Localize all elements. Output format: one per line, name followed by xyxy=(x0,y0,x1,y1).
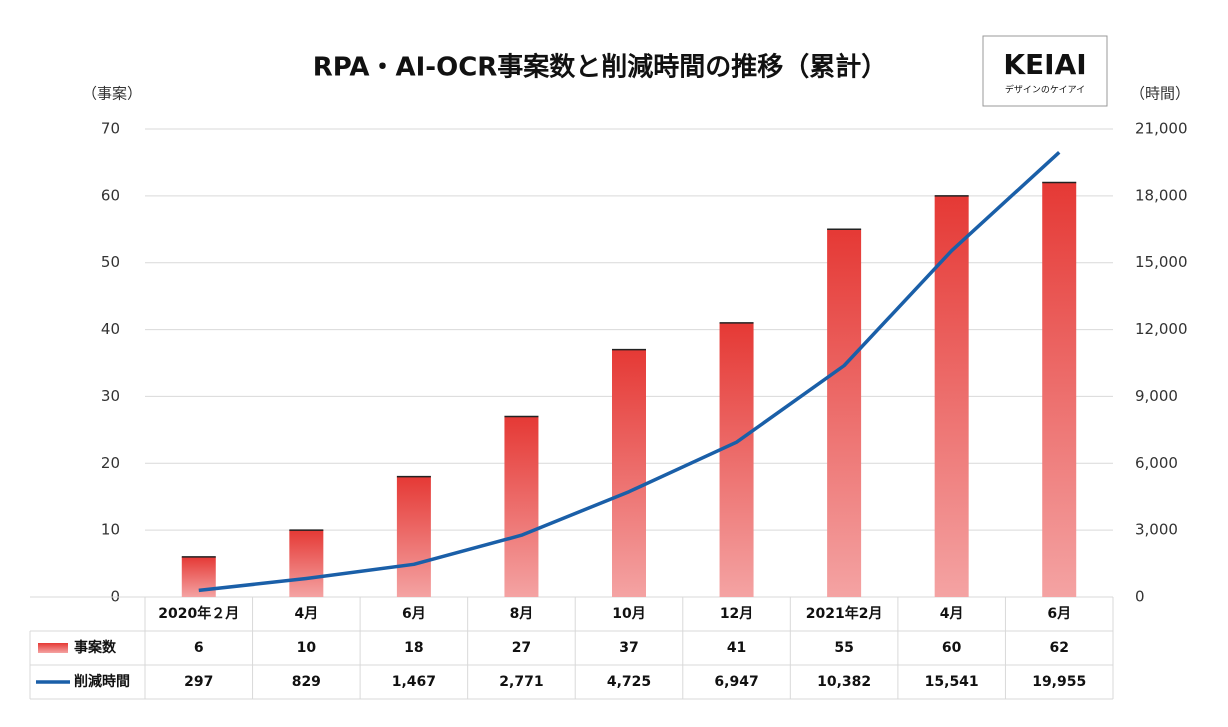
legend-label: 事案数 xyxy=(74,639,117,656)
table-value: 829 xyxy=(292,674,321,690)
table-value: 1,467 xyxy=(392,674,436,690)
y2-axis-label: （時間） xyxy=(1130,85,1190,103)
table-value: 297 xyxy=(184,674,213,690)
table-value: 41 xyxy=(727,640,746,656)
y-tick-label: 10 xyxy=(101,521,120,539)
logo-tagline: デザインのケイアイ xyxy=(1005,84,1085,96)
table-value: 10,382 xyxy=(817,674,871,690)
x-tick-label: 2021年2月 xyxy=(806,605,883,622)
table-value: 10 xyxy=(297,640,317,656)
y2-tick-label: 6,000 xyxy=(1135,454,1178,472)
table-value: 2,771 xyxy=(499,674,543,690)
table-value: 6,947 xyxy=(714,674,758,690)
y-tick-label: 70 xyxy=(101,120,120,138)
table-value: 19,955 xyxy=(1032,674,1086,690)
y2-tick-label: 21,000 xyxy=(1135,120,1188,138)
bar xyxy=(1042,182,1077,597)
y-tick-label: 50 xyxy=(101,253,120,271)
y2-tick-label: 0 xyxy=(1135,588,1145,606)
table-value: 6 xyxy=(194,640,204,656)
bar xyxy=(181,556,216,597)
y-axis-label: （事案） xyxy=(82,85,142,103)
legend-label: 削減時間 xyxy=(74,673,130,690)
y2-tick-label: 3,000 xyxy=(1135,521,1178,539)
bar xyxy=(396,476,431,597)
y-tick-label: 40 xyxy=(101,320,120,338)
bar xyxy=(504,416,539,597)
x-tick-label: 6月 xyxy=(402,606,426,622)
table-value: 37 xyxy=(619,640,638,656)
x-tick-label: 6月 xyxy=(1047,606,1071,622)
legend-swatch xyxy=(38,643,68,653)
table-value: 60 xyxy=(942,640,962,656)
line xyxy=(198,150,1061,593)
table-value: 4,725 xyxy=(607,674,651,690)
bar xyxy=(612,349,646,597)
x-tick-label: 12月 xyxy=(720,606,753,622)
x-tick-label: 4月 xyxy=(294,606,318,622)
table-value: 27 xyxy=(512,640,531,656)
x-tick-label: 10月 xyxy=(612,606,645,622)
logo-box xyxy=(982,35,1108,107)
bar xyxy=(934,195,969,597)
bar xyxy=(827,229,862,598)
table-value: 18 xyxy=(404,640,423,656)
y-tick-label: 60 xyxy=(101,186,120,204)
logo-name: KEIAI xyxy=(1003,48,1086,81)
chart-title: RPA・AI-OCR事案数と削減時間の推移（累計） xyxy=(313,52,888,83)
y-tick-label: 30 xyxy=(101,387,120,405)
x-tick-label: 4月 xyxy=(940,606,964,622)
table-value: 15,541 xyxy=(925,674,979,690)
bar xyxy=(719,322,754,597)
y2-tick-label: 12,000 xyxy=(1135,320,1188,338)
y2-tick-label: 18,000 xyxy=(1135,186,1188,204)
table-value: 62 xyxy=(1049,640,1068,656)
x-tick-label: 8月 xyxy=(510,606,534,622)
y-tick-label: 20 xyxy=(101,454,120,472)
table-value: 55 xyxy=(834,640,853,656)
x-tick-label: 2020年２月 xyxy=(158,605,239,622)
bar xyxy=(289,530,324,597)
y2-tick-label: 9,000 xyxy=(1135,387,1178,405)
y2-tick-label: 15,000 xyxy=(1135,253,1188,271)
